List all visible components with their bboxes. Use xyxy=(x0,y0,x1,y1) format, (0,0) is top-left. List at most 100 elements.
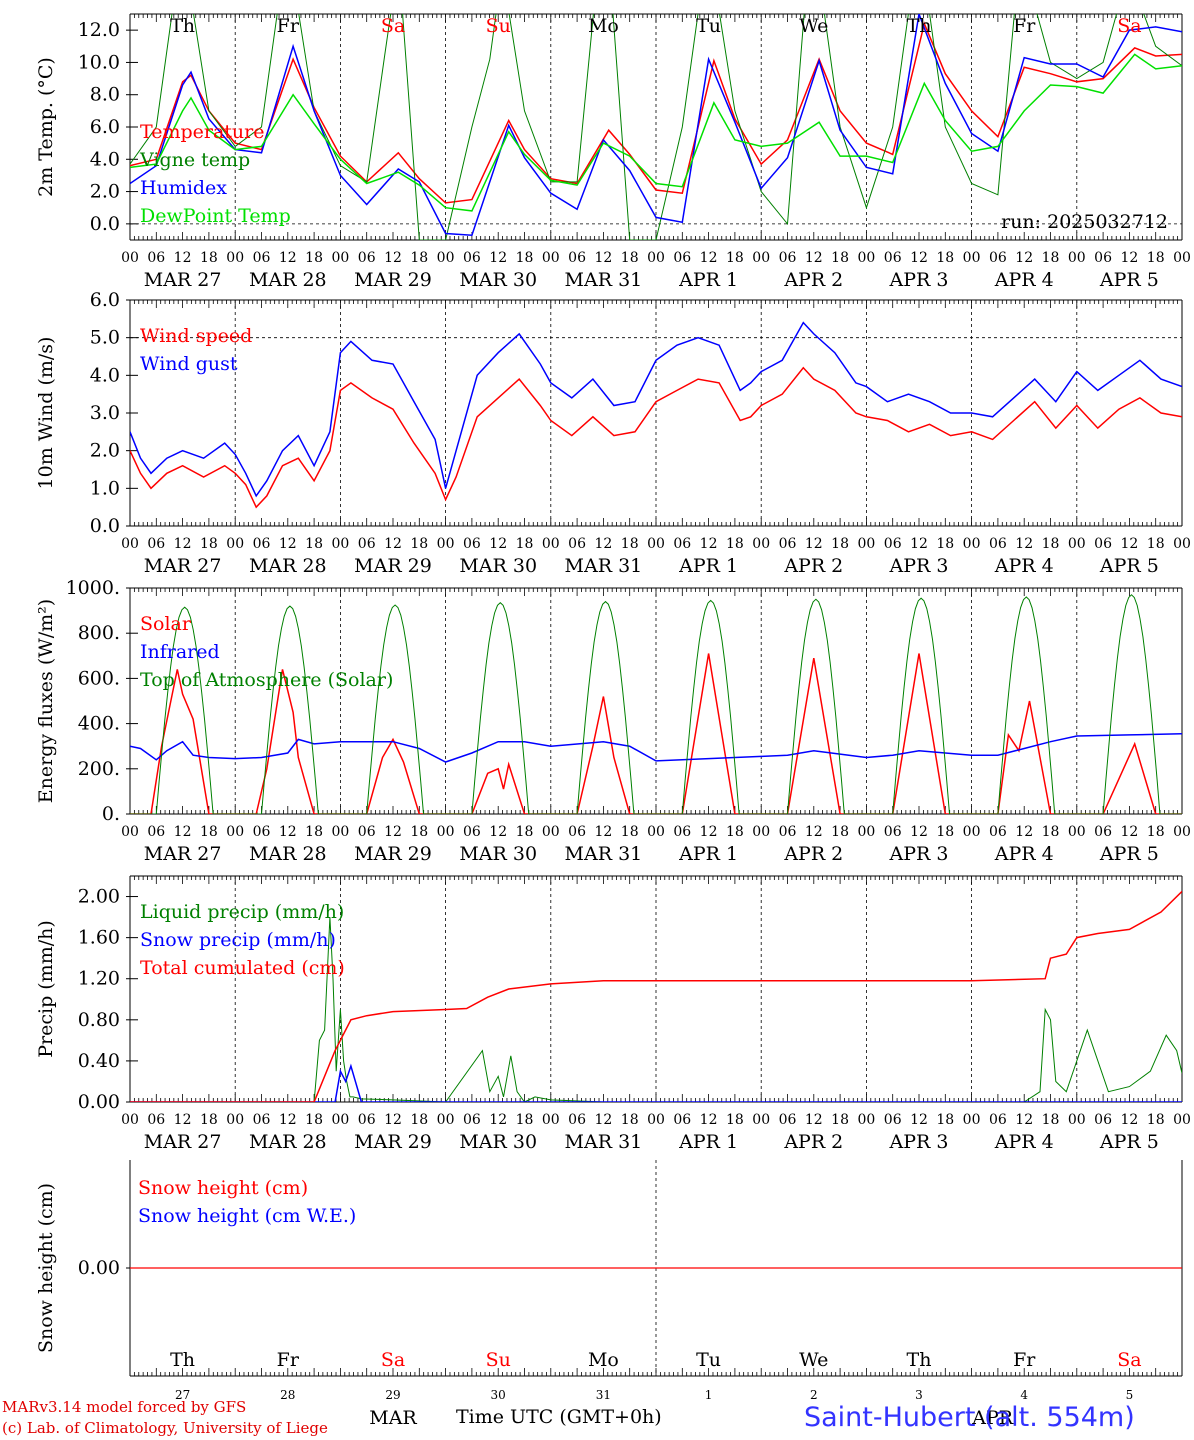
date-label: MAR 27 xyxy=(144,843,222,865)
weekday-label: Sa xyxy=(1117,1349,1141,1371)
series-line-total-cumulated-cm xyxy=(130,890,1182,1102)
hour-tick-label: 00 xyxy=(121,1112,139,1128)
hour-tick-label: 06 xyxy=(989,250,1007,266)
hour-tick-label: 06 xyxy=(779,536,797,552)
hour-tick-label: 18 xyxy=(936,250,954,266)
hour-tick-label: 18 xyxy=(410,536,428,552)
hour-tick-label: 06 xyxy=(463,250,481,266)
date-label: APR 4 xyxy=(994,1131,1054,1153)
y-tick-label: 6.0 xyxy=(90,289,120,311)
hour-tick-label: 18 xyxy=(1042,824,1060,840)
y-tick-label: 800. xyxy=(78,622,120,644)
hour-tick-label: 00 xyxy=(331,1112,349,1128)
hour-tick-label: 06 xyxy=(673,824,691,840)
y-tick-label: 0.0 xyxy=(90,515,120,537)
y-tick-label: 8.0 xyxy=(90,84,120,106)
hour-tick-label: 12 xyxy=(174,824,192,840)
hour-tick-label: 06 xyxy=(253,1112,271,1128)
hour-tick-label: 00 xyxy=(752,250,770,266)
day-number-label: 2 xyxy=(810,1388,818,1402)
y-axis-title: Energy fluxes (W/m²) xyxy=(35,599,57,803)
date-label: MAR 30 xyxy=(459,269,537,291)
hour-tick-label: 00 xyxy=(963,250,981,266)
date-label: MAR 31 xyxy=(565,1131,643,1153)
hour-tick-label: 00 xyxy=(121,536,139,552)
hour-tick-label: 18 xyxy=(305,536,323,552)
date-label: MAR 31 xyxy=(565,555,643,577)
hour-tick-label: 06 xyxy=(358,824,376,840)
run-label: run: 2025032712 xyxy=(1001,211,1168,233)
hour-tick-label: 00 xyxy=(647,824,665,840)
series-line-infrared xyxy=(130,733,1182,763)
hour-tick-label: 18 xyxy=(1042,536,1060,552)
hour-tick-label: 18 xyxy=(831,250,849,266)
legend-entry: Top of Atmosphere (Solar) xyxy=(140,669,393,691)
hour-tick-label: 00 xyxy=(1068,1112,1086,1128)
y-tick-label: 5.0 xyxy=(90,327,120,349)
panel-5: 0.00 Snow height (cm) Snow height (cm) Snow… xyxy=(35,1160,1183,1429)
day-number-label: 28 xyxy=(280,1388,295,1402)
weekday-label: Su xyxy=(486,1349,511,1371)
hour-tick-label: 12 xyxy=(910,536,928,552)
series-line-wind-speed xyxy=(130,366,1182,509)
y-tick-label: 4.0 xyxy=(90,364,120,386)
hour-tick-label: 06 xyxy=(1094,1112,1112,1128)
hour-tick-label: 18 xyxy=(621,824,639,840)
hour-tick-label: 18 xyxy=(516,824,534,840)
hour-tick-label: 00 xyxy=(121,824,139,840)
hour-tick-label: 00 xyxy=(542,824,560,840)
panel-2: 6.0 5.0 4.0 3.0 2.0 1.0 0.0 10m Wind (m/s) Wind … xyxy=(35,289,1191,577)
weekday-label: Th xyxy=(907,1349,932,1371)
hour-tick-label: 06 xyxy=(147,824,165,840)
series-group xyxy=(130,890,1182,1102)
hour-tick-label: 12 xyxy=(279,250,297,266)
hour-tick-label: 18 xyxy=(936,824,954,840)
y-tick-label: 0.00 xyxy=(78,1257,120,1279)
hour-tick-label: 12 xyxy=(489,1112,507,1128)
hour-tick-label: 00 xyxy=(1068,824,1086,840)
hour-tick-label: 12 xyxy=(174,1112,192,1128)
hour-tick-label: 18 xyxy=(1147,824,1165,840)
date-label: APR 5 xyxy=(1099,269,1159,291)
hour-tick-label: 12 xyxy=(594,250,612,266)
hour-tick-label: 06 xyxy=(463,824,481,840)
hour-tick-label: 12 xyxy=(384,250,402,266)
hour-tick-label: 06 xyxy=(989,1112,1007,1128)
hour-tick-label: 18 xyxy=(621,1112,639,1128)
date-label: APR 1 xyxy=(678,1131,738,1153)
panel-1: 12.0 10.0 8.0 6.0 4.0 2.0 0.0 2m Temp. (°C) Temp… xyxy=(35,13,1191,291)
hour-tick-label: 06 xyxy=(884,1112,902,1128)
weekday-label: Th xyxy=(170,15,195,37)
hour-tick-label: 00 xyxy=(1173,1112,1191,1128)
date-label: APR 3 xyxy=(889,843,949,865)
hour-tick-label: 18 xyxy=(410,1112,428,1128)
date-label: APR 2 xyxy=(783,269,843,291)
date-label: MAR 27 xyxy=(144,269,222,291)
y-tick-label: 2.0 xyxy=(90,181,120,203)
hour-tick-label: 12 xyxy=(174,250,192,266)
weekday-label: Th xyxy=(170,1349,195,1371)
hour-tick-label: 12 xyxy=(910,250,928,266)
hour-tick-label: 12 xyxy=(1015,536,1033,552)
hour-tick-label: 12 xyxy=(489,536,507,552)
hour-tick-label: 12 xyxy=(174,536,192,552)
date-label: APR 1 xyxy=(678,843,738,865)
series-group xyxy=(130,594,1182,814)
hour-tick-label: 00 xyxy=(226,1112,244,1128)
hour-tick-label: 00 xyxy=(752,536,770,552)
hour-tick-label: 06 xyxy=(884,250,902,266)
weekday-label: We xyxy=(799,1349,828,1371)
hour-tick-label: 18 xyxy=(831,1112,849,1128)
hour-tick-label: 12 xyxy=(279,536,297,552)
hour-tick-label: 00 xyxy=(437,536,455,552)
legend-entry: Infrared xyxy=(140,641,220,663)
hour-tick-label: 00 xyxy=(857,1112,875,1128)
date-label: MAR 30 xyxy=(459,555,537,577)
hour-tick-label: 06 xyxy=(673,250,691,266)
hour-tick-label: 18 xyxy=(1147,250,1165,266)
date-label: MAR 27 xyxy=(144,555,222,577)
legend-entry: Total cumulated (cm) xyxy=(140,957,345,979)
date-label: APR 2 xyxy=(783,843,843,865)
legend-entry: Humidex xyxy=(140,177,227,199)
